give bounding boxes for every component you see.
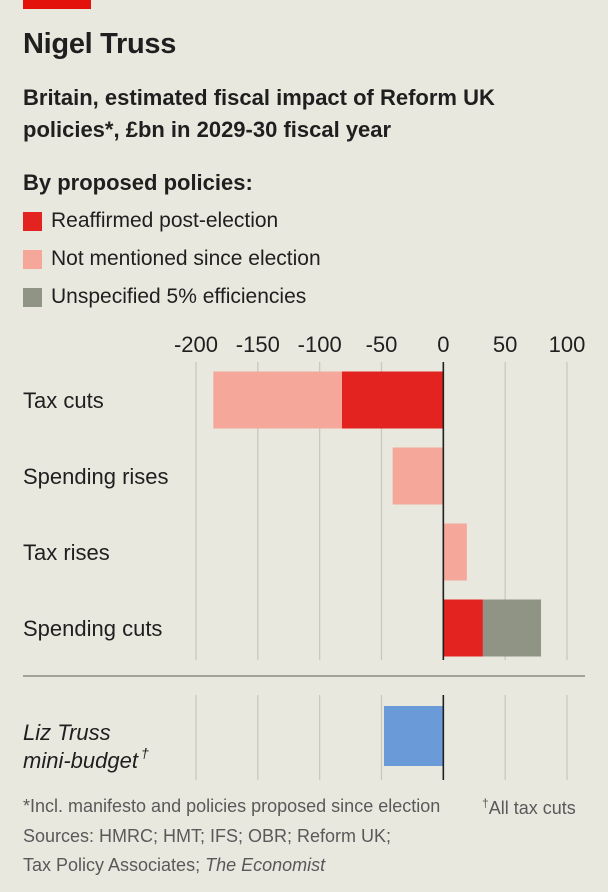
legend-title: By proposed policies: — [23, 170, 253, 195]
economist-red-tag — [23, 0, 91, 9]
legend-item-efficiencies: Unspecified 5% efficiencies — [23, 285, 306, 309]
sources-line-1: Sources: HMRC; HMT; IFS; OBR; Reform UK; — [23, 826, 392, 846]
bar-segment — [482, 599, 542, 657]
category-label: Spending rises — [23, 464, 169, 489]
comparison-bar — [383, 706, 444, 766]
dagger-mark: † — [482, 796, 489, 810]
category-label: Spending cuts — [23, 616, 162, 641]
category-label: Tax cuts — [23, 388, 104, 413]
x-tick-label: -150 — [236, 332, 280, 357]
sources-italic: The Economist — [205, 855, 326, 875]
legend-item-not-mentioned: Not mentioned since election — [23, 247, 321, 271]
sources-plain: Tax Policy Associates; — [23, 855, 206, 875]
chart-title: Nigel Truss — [23, 28, 177, 60]
x-tick-label: -100 — [298, 332, 342, 357]
chart-subtitle: Britain, estimated fiscal impact of Refo… — [23, 85, 495, 142]
footnote-dagger: †All tax cuts — [482, 796, 576, 819]
x-tick-label: -50 — [366, 332, 398, 357]
bar-chart: -200 -150 -100 -50 0 50 100 Tax cuts Spending ri… — [23, 332, 586, 780]
comparison-label-line1: Liz Truss — [23, 720, 111, 745]
x-tick-label: 100 — [549, 332, 586, 357]
legend-label: Reaffirmed post-election — [51, 209, 279, 232]
bar-segment — [392, 447, 444, 505]
legend-swatch-efficiencies — [23, 287, 42, 307]
bar-segment — [443, 523, 467, 581]
legend-swatch-reaffirmed — [23, 211, 42, 231]
legend-swatch-not-mentioned — [23, 249, 42, 269]
category-label: Tax rises — [23, 540, 110, 565]
legend-label: Unspecified 5% efficiencies — [51, 285, 307, 308]
dagger-note: All tax cuts — [488, 798, 576, 818]
legend-label: Not mentioned since election — [51, 247, 321, 270]
x-tick-label: 0 — [437, 332, 449, 357]
bar-segment — [341, 371, 444, 429]
footnote-asterisk: *Incl. manifesto and policies proposed s… — [23, 796, 441, 816]
x-tick-label: -200 — [174, 332, 218, 357]
bar-segment — [443, 599, 483, 657]
comparison-label-line2: mini-budget — [23, 748, 139, 773]
bar-segment — [213, 371, 342, 429]
x-tick-label: 50 — [493, 332, 517, 357]
comparison-label-mark: † — [141, 745, 149, 761]
sources-line-2: Tax Policy Associates; The Economist — [23, 855, 325, 876]
legend-item-reaffirmed: Reaffirmed post-election — [23, 209, 278, 233]
